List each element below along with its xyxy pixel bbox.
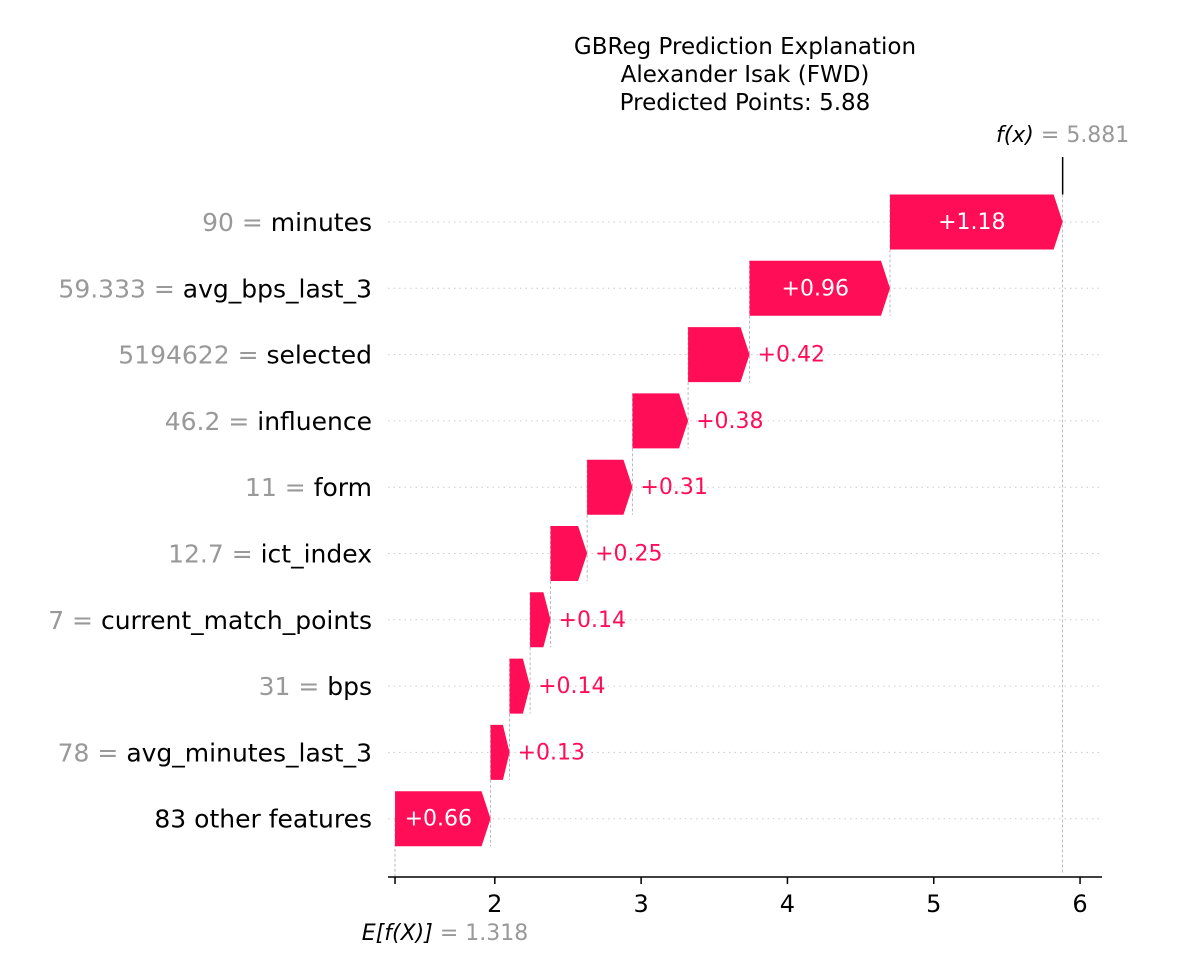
feature-name: bps — [327, 672, 372, 701]
contribution-bar — [550, 526, 588, 581]
feature-name: selected — [266, 341, 372, 370]
contribution-label: +0.31 — [640, 475, 707, 500]
feature-name: minutes — [271, 208, 372, 237]
contribution-label: +1.18 — [938, 210, 1005, 235]
base-value: = 1.318 — [440, 921, 528, 946]
feature-name: form — [314, 473, 372, 502]
feature-label: 90 = minutes — [202, 208, 372, 237]
contribution-label: +0.13 — [518, 740, 585, 765]
contribution-bar — [688, 327, 750, 383]
contribution-label: +0.96 — [782, 276, 849, 301]
feature-name: 83 other features — [154, 805, 372, 834]
feature-value: 12.7 = — [168, 540, 261, 569]
x-axis: 2 3 4 5 6 — [388, 876, 1102, 918]
contribution-label: +0.42 — [758, 343, 825, 368]
feature-name: avg_minutes_last_3 — [126, 738, 372, 767]
base-value-label: E[f(X)] = 1.318 — [362, 921, 528, 946]
feature-label: 83 other features — [154, 805, 372, 834]
title-line-2: Alexander Isak (FWD) — [621, 62, 870, 88]
feature-label: 31 = bps — [259, 672, 372, 701]
fx-annotation: f(x) = 5.881 — [996, 123, 1129, 148]
contribution-bar — [889, 194, 1063, 250]
contribution-bars — [395, 194, 1063, 847]
feature-label: 7 = current_match_points — [48, 606, 372, 635]
x-tick-label: 6 — [1072, 890, 1087, 918]
contribution-label: +0.14 — [559, 608, 626, 633]
feature-name: influence — [257, 407, 372, 436]
title-line-3: Predicted Points: 5.88 — [620, 90, 871, 116]
x-tick-label: 4 — [780, 890, 795, 918]
title-line-1: GBReg Prediction Explanation — [574, 34, 916, 60]
contribution-bar — [587, 459, 633, 515]
x-tick-label: 2 — [487, 890, 502, 918]
feature-labels: +1.18 90 = minutes +0.96 59.333 = avg_bps_l… — [48, 208, 1005, 834]
contribution-label: +0.38 — [696, 409, 763, 434]
feature-value: 31 = — [259, 672, 328, 701]
x-tick-label: 3 — [633, 890, 648, 918]
contribution-label: +0.14 — [538, 674, 605, 699]
base-value-annotation: E[f(X)] = 1.318 — [362, 921, 528, 946]
contribution-label: +0.66 — [405, 807, 472, 832]
feature-name: ict_index — [261, 540, 372, 569]
fx-label: f(x) = 5.881 — [996, 123, 1129, 148]
contribution-bar — [509, 658, 531, 714]
feature-value: 7 = — [48, 606, 101, 635]
x-tick-label: 5 — [926, 890, 941, 918]
contribution-label: +0.25 — [595, 542, 662, 567]
feature-name: current_match_points — [101, 606, 372, 635]
base-symbol: E[f(X)] — [362, 921, 440, 946]
feature-label: 78 = avg_minutes_last_3 — [58, 738, 372, 767]
contribution-bar — [632, 393, 689, 449]
feature-value: 59.333 = — [58, 274, 182, 303]
chart-title: GBReg Prediction Explanation Alexander I… — [574, 34, 916, 116]
feature-value: 11 = — [245, 473, 314, 502]
feature-label: 46.2 = influence — [165, 407, 372, 436]
fx-symbol: f(x) — [996, 123, 1041, 148]
feature-value: 5194622 = — [118, 341, 266, 370]
feature-name: avg_bps_last_3 — [183, 274, 372, 303]
feature-label: 59.333 = avg_bps_last_3 — [58, 274, 372, 303]
fx-value: = 5.881 — [1041, 123, 1129, 148]
feature-value: 78 = — [58, 738, 127, 767]
feature-label: 11 = form — [245, 473, 372, 502]
contribution-bar — [749, 260, 890, 316]
contribution-bar — [490, 724, 510, 780]
contribution-bar — [395, 791, 491, 847]
contribution-bar — [530, 592, 551, 648]
feature-value: 46.2 = — [165, 407, 258, 436]
feature-label: 5194622 = selected — [118, 341, 372, 370]
feature-label: 12.7 = ict_index — [168, 540, 372, 569]
feature-value: 90 = — [202, 208, 271, 237]
